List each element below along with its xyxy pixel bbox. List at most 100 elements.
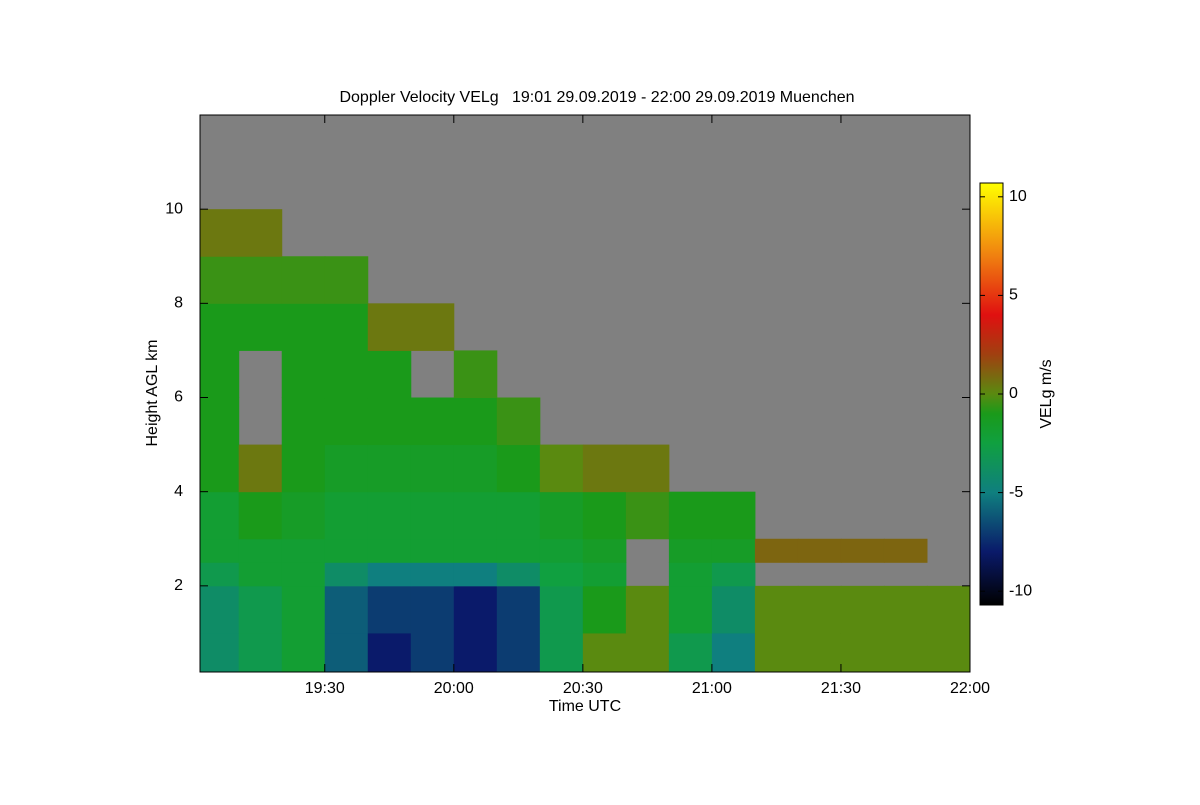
heatmap-cell bbox=[625, 632, 670, 673]
heatmap-cell bbox=[367, 562, 412, 587]
heatmap-cell bbox=[410, 444, 455, 493]
heatmap-cell bbox=[625, 491, 670, 540]
heatmap-cell bbox=[539, 444, 584, 493]
heatmap-cell bbox=[883, 585, 928, 634]
chart-title: Doppler Velocity VELg 19:01 29.09.2019 -… bbox=[339, 89, 854, 106]
heatmap-cell bbox=[200, 209, 240, 257]
colorbar-label: VELg m/s bbox=[1038, 359, 1055, 428]
heatmap-cell bbox=[200, 632, 240, 673]
colorbar-tick-label: 10 bbox=[1009, 188, 1027, 205]
heatmap-cell bbox=[539, 491, 584, 540]
heatmap-cell bbox=[668, 585, 713, 634]
y-axis-label: Height AGL km bbox=[144, 339, 161, 446]
heatmap-cell bbox=[367, 397, 412, 446]
heatmap-cell bbox=[496, 562, 541, 587]
heatmap-cell bbox=[324, 632, 369, 673]
heatmap-cell bbox=[367, 303, 412, 351]
heatmap-cell bbox=[281, 350, 326, 399]
y-tick-label: 2 bbox=[174, 577, 183, 594]
heatmap-cell bbox=[453, 444, 498, 493]
heatmap-cell bbox=[324, 562, 369, 587]
heatmap-cell bbox=[754, 538, 799, 563]
heatmap-cell bbox=[281, 562, 326, 587]
heatmap-cell bbox=[668, 491, 713, 540]
heatmap-cell bbox=[238, 632, 283, 673]
heatmap-cell bbox=[200, 444, 240, 493]
heatmap-cell bbox=[883, 538, 928, 563]
heatmap-cell bbox=[281, 303, 326, 351]
colorbar-tick-label: 0 bbox=[1009, 385, 1018, 402]
heatmap-cell bbox=[324, 538, 369, 563]
x-tick-label: 21:30 bbox=[821, 680, 861, 697]
heatmap-cell bbox=[367, 350, 412, 399]
x-axis-label: Time UTC bbox=[549, 698, 621, 715]
heatmap-cell bbox=[281, 397, 326, 446]
heatmap-cell bbox=[324, 585, 369, 634]
heatmap-cell bbox=[496, 444, 541, 493]
y-tick-label: 6 bbox=[174, 389, 183, 406]
heatmap-cell bbox=[453, 397, 498, 446]
heatmap-cell bbox=[453, 350, 498, 399]
heatmap-cell bbox=[281, 632, 326, 673]
heatmap-cell bbox=[367, 585, 412, 634]
x-tick-label: 20:30 bbox=[563, 680, 603, 697]
heatmap-cell bbox=[539, 585, 584, 634]
heatmap-cell bbox=[840, 632, 885, 673]
heatmap-cell bbox=[367, 444, 412, 493]
heatmap-cell bbox=[754, 632, 799, 673]
heatmap-cell bbox=[840, 585, 885, 634]
heatmap-cell bbox=[539, 562, 584, 587]
colorbar-tick-label: -10 bbox=[1009, 582, 1032, 599]
heatmap-cell bbox=[496, 585, 541, 634]
heatmap-cell bbox=[496, 632, 541, 673]
heatmap-cell bbox=[200, 585, 240, 634]
heatmap-cell bbox=[200, 303, 240, 351]
heatmap-cell bbox=[324, 491, 369, 540]
heatmap-cell bbox=[625, 444, 670, 493]
heatmap-cell bbox=[238, 444, 283, 493]
heatmap-cell bbox=[200, 256, 240, 304]
heatmap-cell bbox=[582, 585, 627, 634]
x-tick-label: 19:30 bbox=[305, 680, 345, 697]
plot-frame bbox=[199, 114, 971, 673]
heatmap-cell bbox=[281, 256, 326, 304]
heatmap-cell bbox=[926, 632, 971, 673]
heatmap-cell bbox=[496, 491, 541, 540]
heatmap-cell bbox=[410, 585, 455, 634]
heatmap-cell bbox=[367, 538, 412, 563]
heatmap-cell bbox=[238, 585, 283, 634]
heatmap-cell bbox=[582, 444, 627, 493]
heatmap-cell bbox=[453, 632, 498, 673]
x-tick-label: 22:00 bbox=[950, 680, 990, 697]
heatmap-cell bbox=[281, 491, 326, 540]
heatmap-cell bbox=[324, 444, 369, 493]
x-tick-label: 20:00 bbox=[434, 680, 474, 697]
heatmap-cell bbox=[711, 632, 756, 673]
heatmap-cell bbox=[797, 632, 842, 673]
heatmap-cell bbox=[238, 491, 283, 540]
heatmap-cell bbox=[711, 562, 756, 587]
x-tick-label: 21:00 bbox=[692, 680, 732, 697]
heatmap-cell bbox=[200, 538, 240, 563]
heatmap-cell bbox=[926, 585, 971, 634]
colorbar-tick-label: 5 bbox=[1009, 287, 1018, 304]
heatmap-cell bbox=[711, 538, 756, 563]
heatmap-cell bbox=[496, 538, 541, 563]
heatmap-cell bbox=[324, 397, 369, 446]
heatmap-cell bbox=[539, 632, 584, 673]
heatmap-cell bbox=[711, 585, 756, 634]
heatmap-cell bbox=[238, 303, 283, 351]
heatmap-cell bbox=[668, 538, 713, 563]
y-tick-label: 8 bbox=[174, 295, 183, 312]
heatmap-cell bbox=[367, 632, 412, 673]
heatmap-cell bbox=[883, 632, 928, 673]
heatmap-cell bbox=[453, 538, 498, 563]
colorbar-tick-label: -5 bbox=[1009, 484, 1023, 501]
heatmap-cell bbox=[711, 491, 756, 540]
heatmap-cell bbox=[410, 562, 455, 587]
heatmap-cell bbox=[582, 491, 627, 540]
heatmap-cell bbox=[453, 585, 498, 634]
heatmap-cell bbox=[625, 585, 670, 634]
heatmap-cell bbox=[367, 491, 412, 540]
